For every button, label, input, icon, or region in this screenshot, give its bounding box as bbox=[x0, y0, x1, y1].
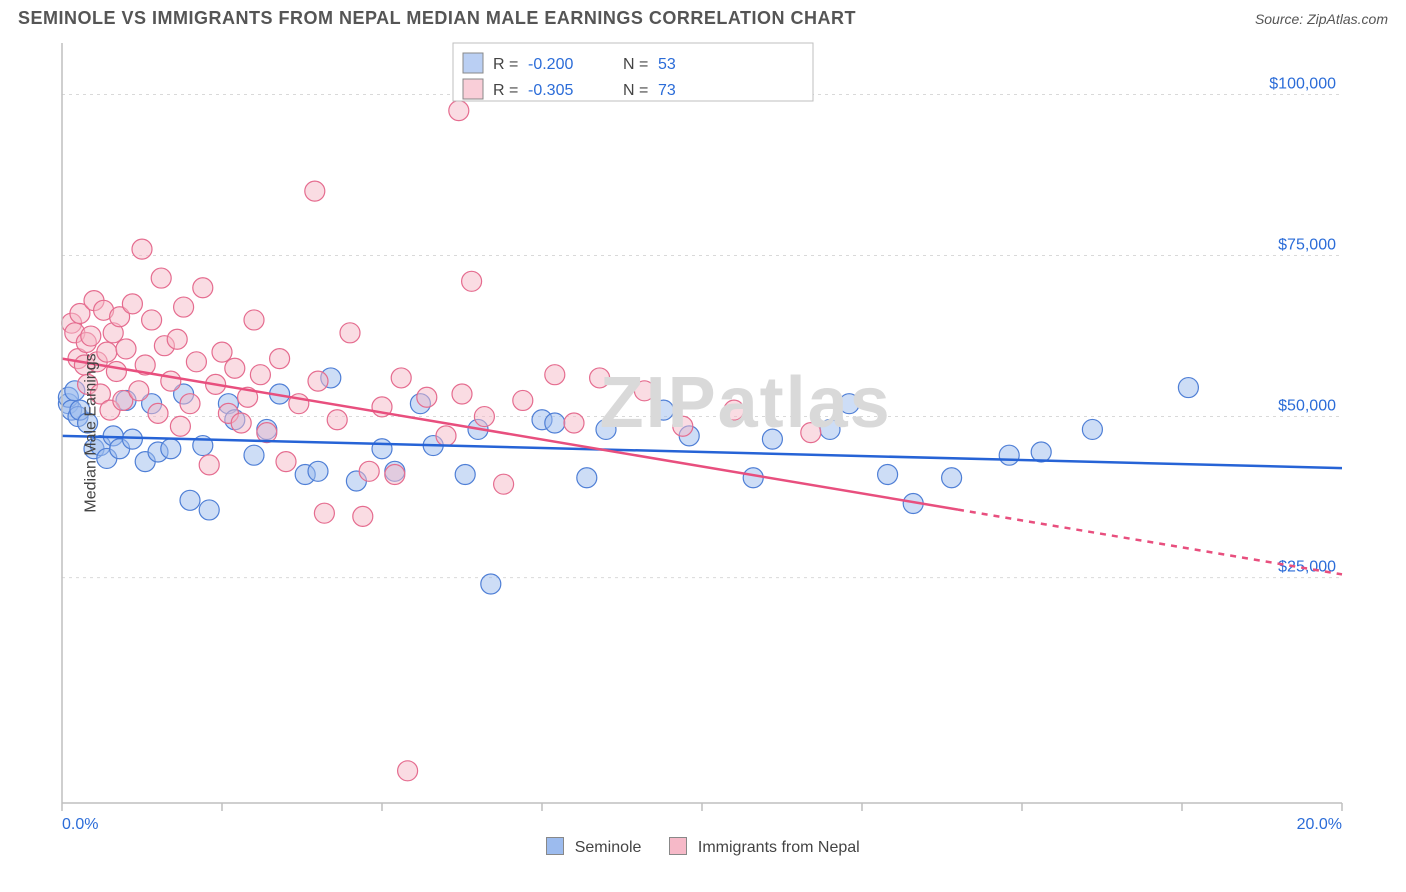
svg-text:$50,000: $50,000 bbox=[1278, 398, 1336, 415]
legend-label-nepal: Immigrants from Nepal bbox=[698, 839, 860, 856]
svg-text:$100,000: $100,000 bbox=[1269, 76, 1336, 93]
svg-text:0.0%: 0.0% bbox=[62, 816, 98, 833]
scatter-chart: $25,000$50,000$75,000$100,0000.0%20.0%R … bbox=[18, 33, 1388, 833]
legend-swatch-nepal bbox=[669, 837, 687, 855]
svg-text:53: 53 bbox=[658, 56, 676, 73]
svg-text:73: 73 bbox=[658, 82, 676, 99]
legend-swatch-seminole bbox=[546, 837, 564, 855]
source-label: Source: ZipAtlas.com bbox=[1255, 11, 1388, 27]
svg-text:N =: N = bbox=[623, 82, 648, 99]
svg-text:R =: R = bbox=[493, 82, 518, 99]
svg-text:20.0%: 20.0% bbox=[1297, 816, 1342, 833]
svg-text:-0.200: -0.200 bbox=[528, 56, 573, 73]
legend-label-seminole: Seminole bbox=[575, 839, 642, 856]
chart-title: SEMINOLE VS IMMIGRANTS FROM NEPAL MEDIAN… bbox=[18, 8, 856, 29]
legend-item-seminole: Seminole bbox=[546, 837, 641, 857]
y-axis-label: Median Male Earnings bbox=[83, 353, 101, 512]
chart-container: Median Male Earnings $25,000$50,000$75,0… bbox=[18, 33, 1388, 833]
svg-text:$75,000: $75,000 bbox=[1278, 237, 1336, 254]
svg-text:N =: N = bbox=[623, 56, 648, 73]
legend-item-nepal: Immigrants from Nepal bbox=[669, 837, 859, 857]
svg-text:-0.305: -0.305 bbox=[528, 82, 573, 99]
bottom-legend: Seminole Immigrants from Nepal bbox=[0, 837, 1406, 857]
svg-text:R =: R = bbox=[493, 56, 518, 73]
